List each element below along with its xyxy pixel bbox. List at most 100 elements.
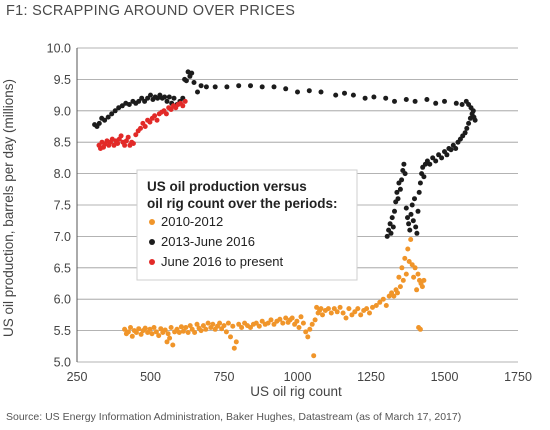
data-point: [164, 98, 170, 104]
data-point: [133, 132, 139, 138]
data-point: [167, 335, 173, 341]
data-point: [187, 73, 193, 79]
data-point: [388, 230, 394, 236]
data-point: [314, 304, 320, 310]
data-point: [248, 83, 253, 89]
data-point: [331, 306, 337, 312]
data-point: [394, 189, 400, 195]
data-point: [228, 334, 233, 340]
data-point: [142, 124, 148, 129]
data-point: [185, 69, 191, 75]
data-point: [129, 333, 135, 339]
data-point: [170, 342, 176, 348]
data-point: [414, 287, 420, 293]
data-point: [221, 323, 227, 329]
data-point: [142, 98, 148, 104]
data-point: [163, 111, 169, 117]
data-point: [412, 98, 418, 104]
data-point: [417, 326, 423, 332]
data-point: [105, 114, 111, 120]
data-point: [125, 134, 131, 140]
data-point: [295, 89, 300, 95]
data-point: [225, 320, 231, 326]
data-point: [168, 325, 174, 330]
data-point: [122, 142, 128, 148]
legend-marker: [149, 219, 155, 225]
data-point: [151, 325, 157, 330]
data-point: [205, 320, 211, 326]
legend: US oil production versus oil rig count o…: [136, 169, 358, 281]
data-point: [171, 95, 177, 101]
data-point: [334, 309, 340, 315]
data-point: [436, 152, 442, 158]
data-point: [415, 271, 421, 277]
data-point: [183, 325, 189, 330]
data-point: [149, 331, 155, 337]
data-point: [268, 317, 274, 323]
data-point: [150, 97, 156, 102]
data-point: [271, 84, 277, 90]
data-point: [453, 146, 459, 151]
data-point: [147, 326, 153, 332]
data-point: [400, 277, 406, 283]
legend-marker: [149, 239, 155, 245]
data-point: [139, 95, 145, 101]
data-point: [448, 147, 454, 153]
data-point: [112, 108, 118, 114]
data-point: [427, 161, 433, 167]
data-point: [401, 161, 407, 167]
data-point: [198, 328, 204, 334]
data-point: [389, 215, 395, 221]
data-point: [133, 330, 139, 335]
data-point: [406, 221, 412, 227]
data-point: [325, 306, 331, 312]
data-point: [307, 326, 313, 332]
data-point: [176, 330, 182, 335]
data-point: [395, 290, 400, 296]
data-point: [289, 315, 295, 321]
data-point: [296, 325, 302, 330]
data-point: [328, 310, 334, 316]
figure-title: F1: SCRAPPING AROUND OVER PRICES: [6, 3, 296, 19]
data-point: [337, 304, 343, 310]
data-point: [236, 83, 242, 89]
data-point: [412, 265, 418, 271]
data-point: [182, 98, 188, 104]
data-point: [397, 186, 403, 192]
legend-entry-label: 2013-June 2016: [161, 234, 255, 249]
data-point: [136, 326, 142, 332]
data-point: [123, 100, 129, 106]
data-point: [253, 320, 259, 326]
data-point: [145, 95, 151, 101]
data-point: [358, 312, 364, 318]
legend-entry-label: June 2016 to present: [161, 254, 284, 269]
data-point: [397, 284, 403, 290]
data-point: [277, 316, 283, 322]
data-point: [265, 320, 271, 326]
y-tick-label: 5.0: [54, 356, 71, 370]
data-point: [165, 331, 171, 337]
data-point: [318, 89, 324, 95]
data-point: [472, 117, 478, 123]
x-axis-label: US oil rig count: [250, 384, 342, 399]
data-point: [212, 84, 218, 90]
data-point: [340, 310, 346, 316]
data-point: [198, 83, 204, 89]
data-point: [466, 120, 472, 126]
y-tick-label: 6.0: [54, 293, 71, 307]
data-point: [391, 293, 397, 299]
data-point: [380, 296, 386, 302]
data-point: [203, 326, 209, 332]
y-tick-label: 7.5: [54, 199, 71, 213]
legend-entries: 2010-2012 2013-June 2016 June 2016 to pres…: [149, 214, 284, 269]
data-point: [283, 315, 289, 321]
data-point: [430, 155, 436, 161]
legend-entry-label: 2010-2012: [161, 214, 223, 229]
data-point: [125, 329, 131, 335]
legend-box: [136, 169, 358, 281]
y-tick-label: 8.0: [54, 167, 71, 181]
data-point: [371, 94, 377, 100]
data-point: [147, 119, 153, 125]
data-point: [320, 312, 325, 318]
